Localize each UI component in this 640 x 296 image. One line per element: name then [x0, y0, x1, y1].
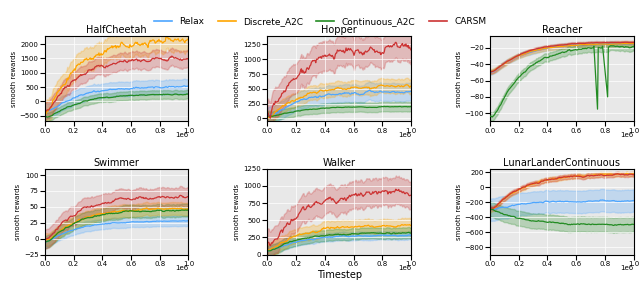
Title: Walker: Walker	[323, 158, 356, 168]
Text: 1e6: 1e6	[397, 265, 411, 271]
Text: 1e6: 1e6	[620, 265, 634, 271]
Y-axis label: smooth rewards: smooth rewards	[10, 50, 17, 107]
Text: 1e6: 1e6	[175, 265, 188, 271]
Title: Reacher: Reacher	[541, 25, 582, 35]
Y-axis label: smooth rewards: smooth rewards	[456, 184, 461, 240]
X-axis label: Timestep: Timestep	[317, 270, 362, 280]
Y-axis label: smooth rewards: smooth rewards	[15, 184, 21, 240]
Y-axis label: smooth rewards: smooth rewards	[234, 184, 241, 240]
Legend: Relax, Discrete_A2C, Continuous_A2C, CARSM: Relax, Discrete_A2C, Continuous_A2C, CAR…	[150, 13, 490, 30]
Text: 1e6: 1e6	[620, 132, 634, 138]
Text: 1e6: 1e6	[397, 132, 411, 138]
Title: HalfCheetah: HalfCheetah	[86, 25, 147, 35]
Text: 1e6: 1e6	[175, 132, 188, 138]
Title: LunarLanderContinuous: LunarLanderContinuous	[503, 158, 620, 168]
Title: Swimmer: Swimmer	[93, 158, 140, 168]
Y-axis label: smooth rewards: smooth rewards	[234, 50, 241, 107]
Y-axis label: smooth rewards: smooth rewards	[456, 50, 461, 107]
Title: Hopper: Hopper	[321, 25, 357, 35]
